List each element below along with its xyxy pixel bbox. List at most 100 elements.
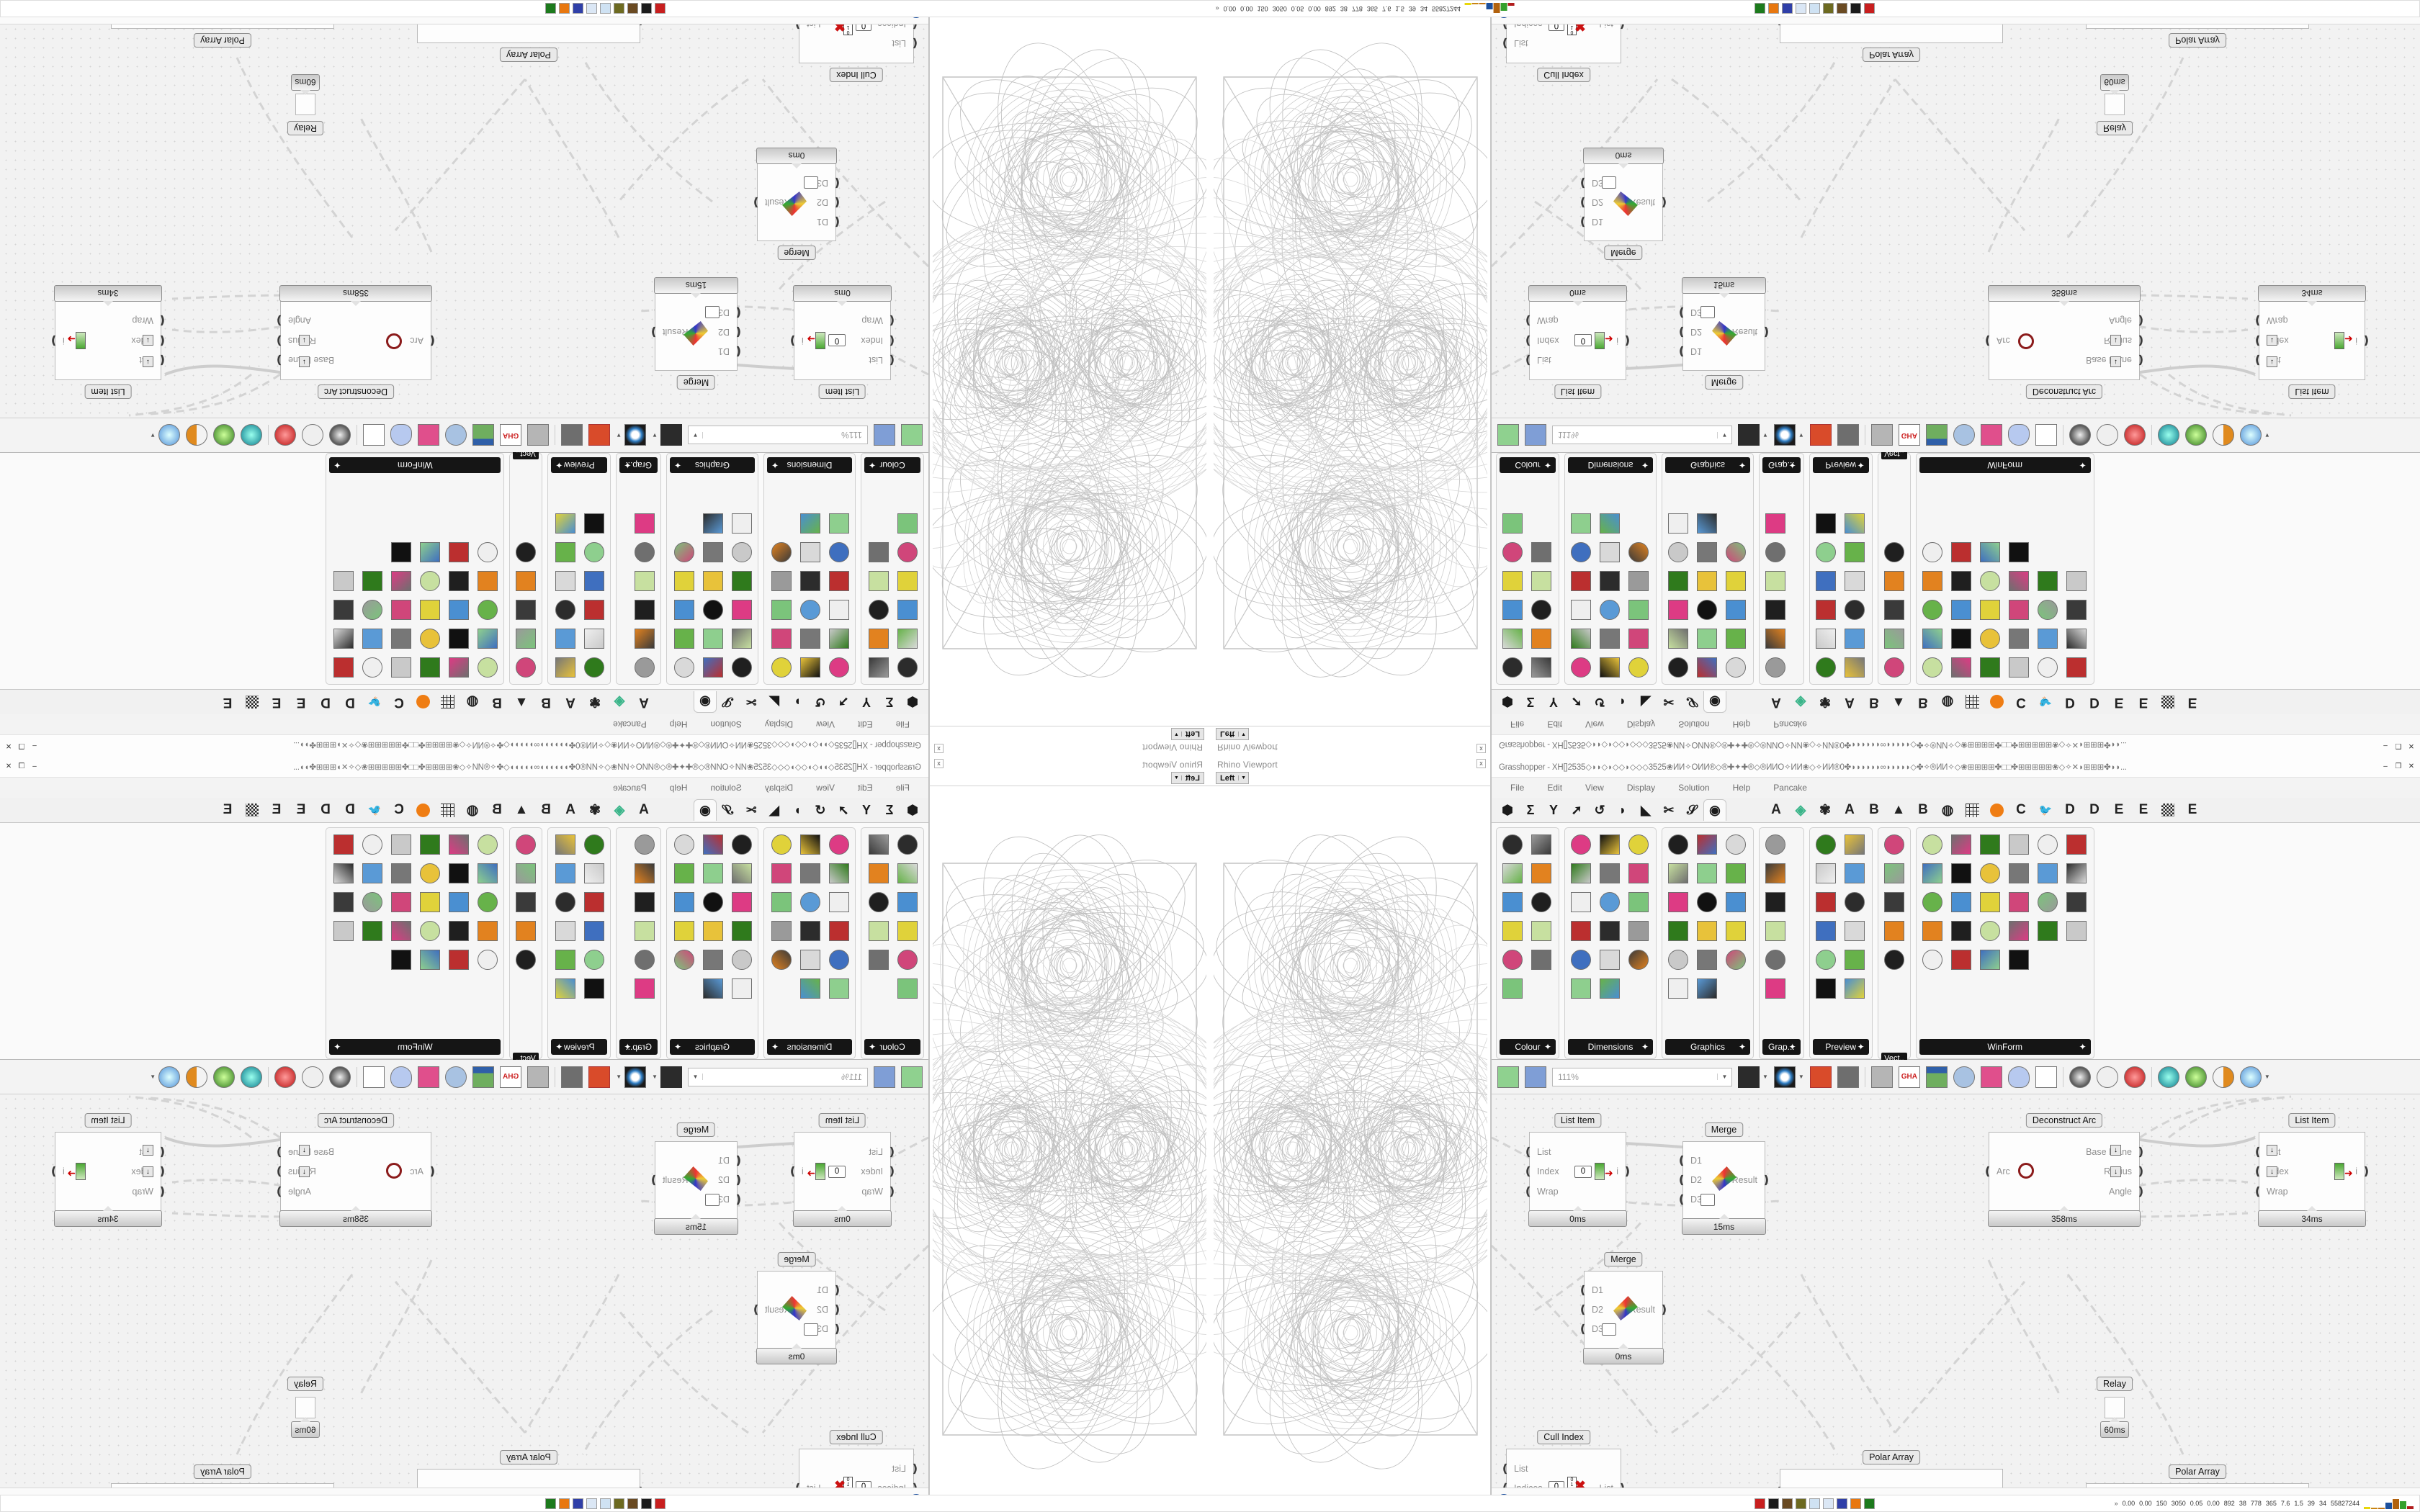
minimize-button[interactable]: – <box>2380 741 2391 751</box>
node-body[interactable]: D1❪D2❪D3❪Result❫15ms <box>655 293 738 371</box>
component-icon[interactable] <box>1881 832 1907 858</box>
component-icon[interactable] <box>1500 654 1525 680</box>
viewport-view-select[interactable]: Left ▼ <box>1216 772 1249 784</box>
component-icon[interactable] <box>895 860 920 886</box>
component-icon[interactable] <box>1665 918 1691 944</box>
input-port-index[interactable]: Index <box>861 1166 883 1176</box>
port-grip-icon[interactable]: ❪ <box>734 1153 743 1168</box>
component-icon[interactable] <box>1568 832 1594 858</box>
menu-item-pancake[interactable]: Pancake <box>1773 719 1807 729</box>
chevron-down-icon[interactable]: ✦ <box>1857 1042 1865 1052</box>
app-brown-icon[interactable] <box>627 4 638 14</box>
input-port-d2[interactable]: D2 <box>1690 1175 1702 1185</box>
component-icon[interactable] <box>1919 918 1945 944</box>
component-icon[interactable] <box>1762 860 1788 886</box>
component-icon[interactable] <box>581 976 607 1002</box>
node-caption[interactable]: List Item <box>819 1113 866 1128</box>
component-icon[interactable] <box>1977 597 2003 623</box>
output-port-i[interactable]: i <box>2355 336 2357 346</box>
tab-maths[interactable]: Σ <box>878 799 901 821</box>
node-caption[interactable]: Polar Array <box>1863 48 1920 62</box>
menu-item-file[interactable]: File <box>1510 783 1524 793</box>
component-icon[interactable] <box>1597 568 1623 594</box>
firefox-icon[interactable] <box>1768 4 1779 14</box>
component-icon[interactable] <box>1500 510 1525 536</box>
component-icon[interactable] <box>2006 860 2032 886</box>
ribbon-panel-label[interactable]: Dimensions✦ <box>767 457 852 473</box>
open-file-icon[interactable] <box>901 425 923 446</box>
component-icon[interactable] <box>1948 947 1974 973</box>
port-grip-icon[interactable]: ❪ <box>1677 1173 1686 1187</box>
component-icon[interactable] <box>581 654 607 680</box>
zoom-level-input[interactable]: 111% ▼ <box>1552 1068 1732 1086</box>
port-grip-icon[interactable]: ❪ <box>428 1164 437 1179</box>
component-icon[interactable] <box>2063 597 2089 623</box>
tab-curve[interactable]: ↺ <box>809 799 832 821</box>
input-port-d1[interactable]: D1 <box>817 217 828 227</box>
app-brown-icon[interactable] <box>627 1498 638 1509</box>
component-icon[interactable] <box>359 889 385 915</box>
component-icon[interactable] <box>446 832 472 858</box>
text-file-icon[interactable] <box>1796 4 1806 14</box>
output-port-base-plane[interactable]: Base Plane <box>288 356 334 366</box>
shade-black-icon[interactable] <box>329 425 351 446</box>
input-port-d1[interactable]: D1 <box>817 1285 828 1295</box>
chevron-down-icon[interactable]: ▼ <box>1762 1074 1768 1080</box>
component-icon[interactable] <box>513 860 539 886</box>
node-body[interactable]: List❪Index❪Wrap❪i❫0➜0ms <box>794 1132 891 1211</box>
input-port-index[interactable]: Index <box>1537 336 1559 346</box>
component-icon[interactable] <box>1665 832 1691 858</box>
component-icon[interactable] <box>552 626 578 652</box>
component-icon[interactable] <box>581 626 607 652</box>
component-icon[interactable] <box>1723 889 1749 915</box>
node-body[interactable]: D1❪D2❪D3❪Result❫15ms <box>655 1141 738 1219</box>
input-port-d1[interactable]: D1 <box>1690 1156 1702 1166</box>
bulb-icon[interactable] <box>2008 1066 2030 1088</box>
ribbon-panel-label[interactable]: Dimensions✦ <box>1568 1039 1653 1055</box>
input-port-list[interactable]: List <box>892 1464 906 1474</box>
radius-arrow-icon[interactable]: ↓ <box>299 1166 310 1177</box>
component-icon[interactable] <box>632 832 658 858</box>
component-icon[interactable] <box>1694 510 1720 536</box>
plugin-tab-dither[interactable] <box>240 691 264 713</box>
preview-green-icon[interactable] <box>2185 425 2207 446</box>
component-icon[interactable] <box>552 597 578 623</box>
preview-eye-icon[interactable] <box>624 1066 646 1088</box>
component-icon[interactable] <box>417 889 443 915</box>
component-icon[interactable] <box>388 832 414 858</box>
node-relay-a[interactable]: Relay60ms <box>291 1395 320 1424</box>
node-caption[interactable]: List Item <box>2288 384 2335 399</box>
component-icon[interactable] <box>768 597 794 623</box>
port-grip-icon[interactable]: ❫ <box>649 1173 658 1187</box>
component-icon[interactable] <box>1597 976 1623 1002</box>
text-file-icon[interactable] <box>586 4 597 14</box>
port-grip-icon[interactable]: ❪ <box>833 215 842 229</box>
tab-sets[interactable]: Y <box>855 691 878 713</box>
chevron-down-icon[interactable]: ✦ <box>2079 460 2087 470</box>
component-icon[interactable] <box>1948 860 1974 886</box>
component-icon[interactable] <box>729 976 755 1002</box>
port-grip-icon[interactable]: ❪ <box>1500 1481 1510 1488</box>
component-icon[interactable] <box>797 976 823 1002</box>
input-port-list[interactable]: List <box>892 39 906 49</box>
node-body[interactable]: List❪Index❪Wrap❪i❫0➜0ms <box>1529 301 1626 380</box>
component-icon[interactable] <box>729 568 755 594</box>
component-icon[interactable] <box>388 860 414 886</box>
menu-item-view[interactable]: View <box>1585 783 1604 793</box>
component-icon[interactable] <box>632 597 658 623</box>
component-icon[interactable] <box>1665 597 1691 623</box>
plugin-tab-e[interactable]: E <box>289 799 313 821</box>
plugin-tab-e[interactable]: E <box>2180 691 2205 713</box>
chevron-down-icon[interactable]: ✦ <box>674 1042 681 1052</box>
node-cull-index-1[interactable]: Cull IndexList❪Indices❪Wrap❪List❫0012✖0m… <box>1506 1449 1621 1488</box>
component-icon[interactable] <box>2035 654 2061 680</box>
component-icon[interactable] <box>446 918 472 944</box>
component-icon[interactable] <box>1813 539 1839 565</box>
node-caption[interactable]: Deconstruct Arc <box>2026 384 2102 399</box>
component-icon[interactable] <box>1528 889 1554 915</box>
component-icon[interactable] <box>475 918 501 944</box>
output-port-i[interactable]: i <box>802 336 804 346</box>
component-icon[interactable] <box>729 539 755 565</box>
tab-mesh[interactable]: ◣ <box>1634 799 1657 821</box>
plugin-tab-a[interactable]: A <box>632 799 656 821</box>
